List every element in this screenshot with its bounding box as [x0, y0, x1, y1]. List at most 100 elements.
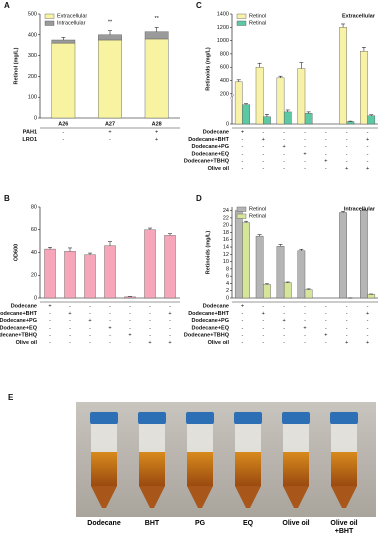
bar — [255, 235, 264, 299]
condition-label: Dodecane+BHT — [0, 311, 38, 317]
legend-label: Retinal — [249, 20, 266, 26]
tube-tip — [187, 486, 213, 508]
condition-sign: - — [304, 340, 306, 346]
condition-sign: + — [155, 137, 158, 143]
condition-sign: + — [345, 340, 348, 346]
y-tick-label: 20 — [31, 273, 37, 279]
bar-segment — [144, 38, 169, 119]
condition-sign: - — [346, 137, 348, 143]
tube-cap — [186, 412, 214, 424]
condition-label: Olive oil — [208, 166, 230, 172]
y-tick-label: 300 — [28, 53, 37, 59]
condition-sign: + — [155, 129, 158, 135]
bar — [276, 246, 285, 299]
x-tick-label: A26 — [58, 121, 68, 127]
condition-sign: - — [49, 311, 51, 317]
condition-sign: - — [149, 303, 151, 309]
condition-sign: - — [304, 318, 306, 324]
condition-sign: - — [109, 137, 111, 143]
panel-label: C — [196, 1, 202, 10]
tube-tip — [331, 486, 357, 508]
tubes — [90, 412, 358, 508]
condition-sign: - — [242, 166, 244, 172]
y-tick-label: 2 — [226, 288, 229, 294]
bar — [44, 248, 56, 299]
condition-sign: - — [262, 333, 264, 339]
condition-label: Dodecane — [11, 303, 37, 309]
condition-sign: - — [89, 325, 91, 331]
condition-label: Dodecane+PG — [192, 318, 229, 324]
bar — [255, 66, 264, 125]
condition-sign: - — [367, 325, 369, 331]
condition-sign: + — [68, 311, 71, 317]
condition-sign: + — [303, 151, 306, 157]
bar — [367, 115, 376, 125]
y-tick-label: 4 — [226, 281, 229, 287]
y-tick-label: 0 — [34, 115, 37, 121]
condition-sign: - — [129, 318, 131, 324]
condition-sign: - — [304, 144, 306, 150]
bar — [144, 229, 156, 299]
condition-sign: - — [325, 325, 327, 331]
y-tick-label: 22 — [223, 215, 229, 221]
condition-sign: - — [262, 318, 264, 324]
panel-label: E — [8, 393, 14, 402]
bar — [124, 296, 136, 299]
y-tick-label: 1000 — [217, 38, 229, 44]
condition-sign: - — [129, 311, 131, 317]
condition-label: Dodecane+EQ — [192, 325, 230, 331]
legend-swatch — [44, 13, 55, 19]
condition-sign: + — [148, 340, 151, 346]
bar — [263, 284, 271, 299]
legend-label: Intracellular — [57, 20, 86, 26]
condition-sign: + — [324, 159, 327, 165]
condition-sign: - — [367, 144, 369, 150]
y-tick-label: 0 — [226, 121, 229, 127]
caption: BHT — [144, 520, 160, 527]
condition-label: Dodecane+BHT — [188, 311, 229, 317]
condition-sign: - — [346, 159, 348, 165]
condition-sign: + — [108, 325, 111, 331]
y-tick-label: 6 — [226, 274, 229, 280]
condition-sign: - — [304, 333, 306, 339]
caption: Dodecane — [87, 520, 121, 527]
legend-swatch — [236, 13, 247, 19]
bar — [367, 294, 376, 299]
condition-sign: - — [346, 129, 348, 135]
condition-sign: - — [109, 303, 111, 309]
legend-label: Extracellular — [57, 13, 87, 19]
condition-sign: + — [366, 137, 369, 143]
condition-sign: - — [69, 318, 71, 324]
condition-sign: - — [109, 333, 111, 339]
bar-segment — [98, 39, 122, 119]
y-axis-label: OD600 — [13, 244, 19, 261]
condition-sign: - — [242, 325, 244, 331]
condition-sign: - — [169, 325, 171, 331]
condition-sign: - — [69, 333, 71, 339]
bar — [164, 235, 176, 299]
caption: Olive oil — [282, 520, 310, 527]
condition-sign: - — [346, 325, 348, 331]
condition-sign: - — [242, 144, 244, 150]
condition-sign: - — [129, 325, 131, 331]
condition-sign: - — [129, 340, 131, 346]
y-tick-label: 1400 — [217, 11, 229, 17]
condition-sign: + — [48, 303, 51, 309]
condition-sign: - — [304, 311, 306, 317]
condition-sign: - — [367, 129, 369, 135]
condition-sign: - — [325, 129, 327, 135]
condition-sign: - — [367, 303, 369, 309]
y-tick-label: 100 — [28, 95, 37, 101]
liquid — [331, 452, 357, 486]
x-tick-label: A28 — [152, 121, 162, 127]
y-tick-label: 600 — [220, 65, 229, 71]
condition-sign: - — [283, 333, 285, 339]
significance: ** — [108, 19, 113, 25]
condition-sign: - — [304, 129, 306, 135]
y-tick-label: 1200 — [217, 25, 229, 31]
condition-sign: + — [366, 166, 369, 172]
condition-label: Dodecane+EQ — [0, 325, 38, 331]
y-tick-label: 16 — [223, 237, 229, 243]
bar — [360, 210, 368, 299]
